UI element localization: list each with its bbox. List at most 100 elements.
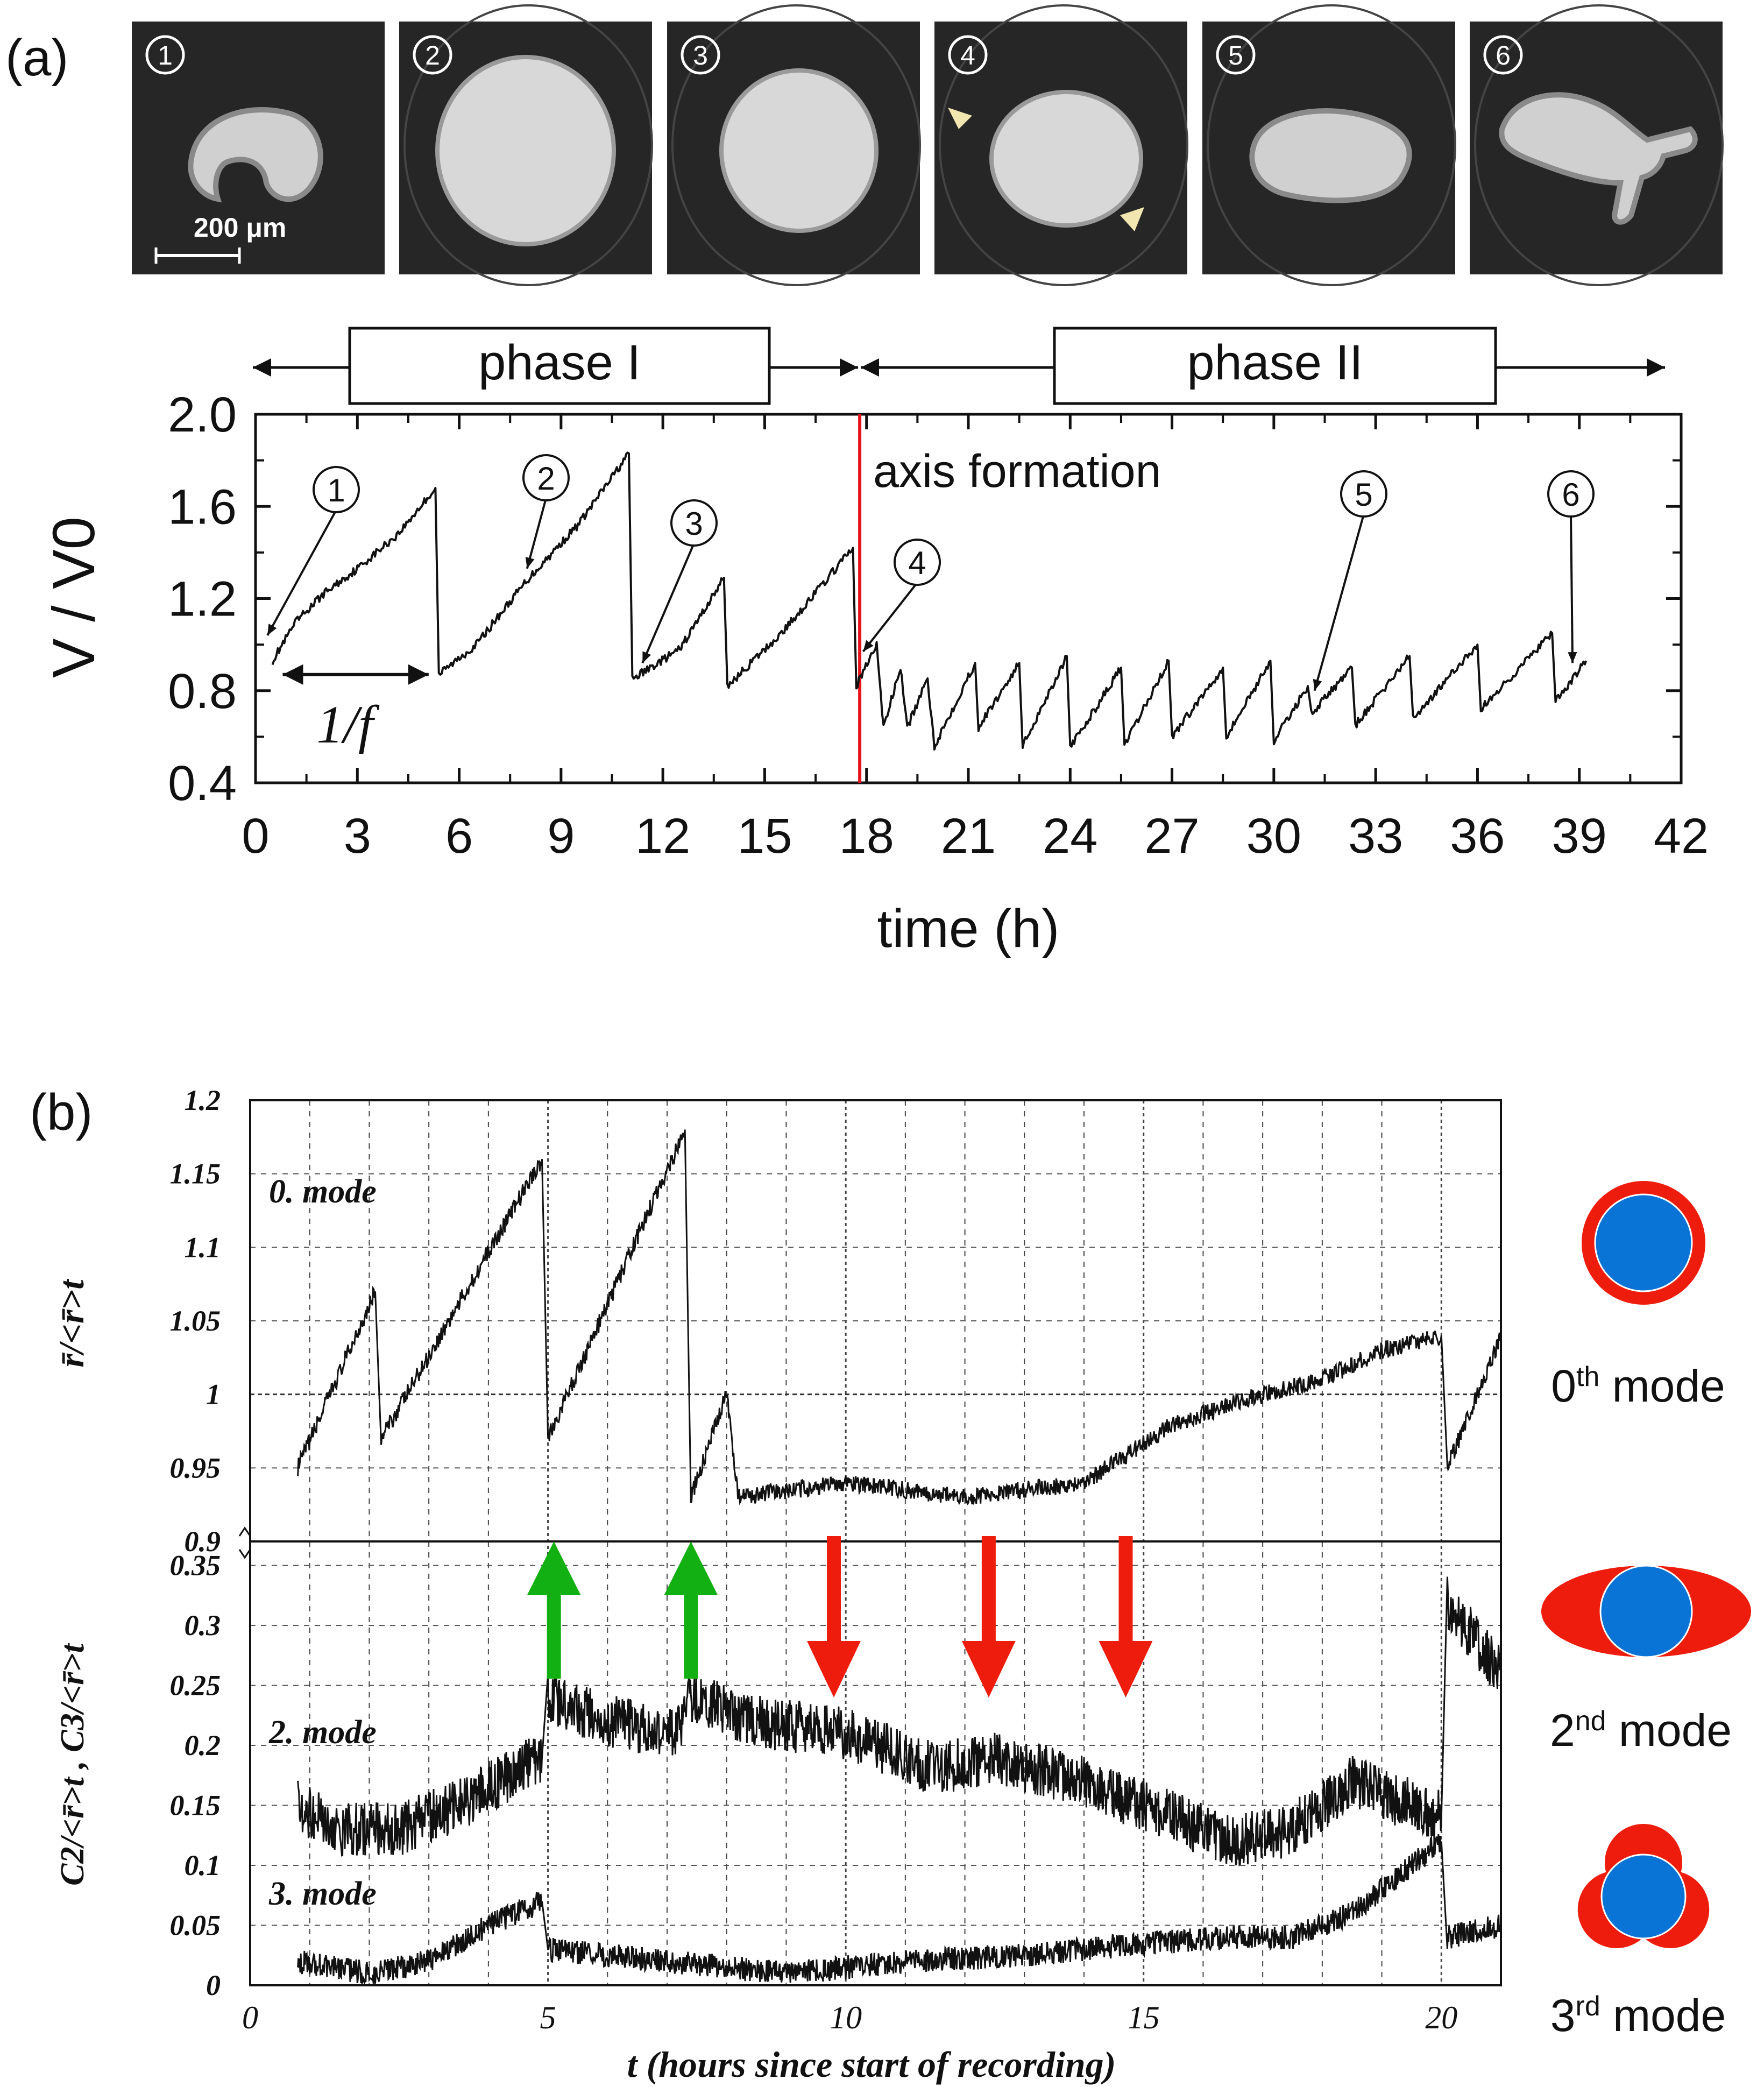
thumbnail-number-circle: [681, 35, 720, 75]
annotation-circle: [522, 454, 570, 501]
arrowhead: [840, 358, 858, 377]
y-tick-label-top: 0.9: [185, 1525, 221, 1558]
annotation-number: 2: [537, 461, 555, 497]
up-arrow-shaft: [684, 1593, 698, 1679]
x-tick-label: 36: [1450, 809, 1505, 864]
annotation-arrowhead: [863, 640, 874, 652]
tissue-sphere: [724, 73, 874, 229]
thumbnail-number: 6: [1496, 40, 1511, 70]
annotation-number: 3: [685, 506, 703, 542]
annotation-pointer: [862, 582, 918, 653]
x-tick-label: 30: [1246, 809, 1301, 864]
x-tick-label: 42: [1654, 809, 1709, 864]
y-axis-label-top: r̄/<r̄>t: [52, 1279, 91, 1368]
phase-bar: phase I phase II: [253, 327, 1665, 405]
arrowhead: [861, 358, 879, 377]
annotation-circle: [1340, 470, 1387, 518]
y-axis-label-bottom: C2/<r̄>t , C3/<r̄>t: [54, 1643, 91, 1885]
annotation-circle: [313, 466, 360, 513]
x-tick-label: 15: [737, 809, 792, 864]
annotation-arrowhead: [267, 624, 277, 635]
x-tick-label: 33: [1348, 809, 1403, 864]
y-tick-label: 0.4: [168, 756, 237, 811]
annotation-circle: [894, 539, 941, 586]
annotation-arrowhead: [1313, 678, 1322, 691]
annotation-pointer: [641, 543, 695, 664]
annotation-number: 1: [327, 472, 345, 508]
y-tick-label: 0.8: [168, 664, 237, 719]
dish-rim: [403, 4, 653, 286]
scale-bar-label: 200 μm: [194, 213, 286, 243]
arrowhead: [408, 664, 429, 685]
plot-frame: [249, 1099, 1502, 1986]
annotation-pointer: [1313, 514, 1365, 691]
mode-3-label: 3. mode: [268, 1876, 377, 1912]
thumbnail-number: 4: [960, 40, 975, 70]
annotation-pointer: [526, 498, 547, 569]
up-arrow-shaft: [547, 1593, 561, 1679]
thumbnail-6: 6: [1470, 4, 1724, 286]
thumbnail-2: 2: [399, 4, 653, 286]
tissue-shape: [188, 107, 323, 203]
thumbnail-number-circle: [1216, 35, 1256, 75]
y-tick-label: 1.6: [168, 479, 237, 534]
thumbnail-number-circle: [948, 35, 988, 75]
annotation-arrowhead: [642, 651, 651, 663]
down-arrow-shaft: [1118, 1536, 1133, 1644]
mode-2-series-line: [297, 1576, 1502, 1867]
thumbnail-5: 5: [1202, 4, 1456, 286]
thumbnail-strip: 1 200 μm 2 3 4 5 6: [132, 4, 1724, 286]
y-tick-label-top: 1.15: [170, 1158, 221, 1190]
thumbnail-1: 1 200 μm: [132, 22, 385, 274]
x-tick-label: 0: [242, 809, 269, 864]
thumbnail-number: 5: [1228, 40, 1243, 70]
y-axis-label: V / V0: [41, 517, 107, 678]
y-tick-label-top: 1.2: [185, 1084, 221, 1116]
mode-2-legend-label: 2nd mode: [1550, 1705, 1732, 1756]
thumbnail-number-circle: [1483, 35, 1523, 75]
down-arrow-shaft: [827, 1536, 841, 1644]
y-tick-label-bottom: 0.15: [170, 1789, 221, 1822]
annotation-number: 5: [1355, 477, 1372, 513]
y-tick-label-bottom: 0.35: [170, 1550, 221, 1582]
annotation-arrowhead: [1568, 652, 1577, 663]
mode-2-label: 2. mode: [268, 1714, 377, 1751]
x-tick-label: 21: [941, 809, 996, 864]
down-arrow-head: [807, 1641, 861, 1697]
panel-b-label: (b): [30, 1084, 93, 1141]
arrowhead: [1647, 358, 1665, 377]
up-arrow-head: [664, 1541, 718, 1595]
tissue-sphere: [440, 59, 612, 242]
thumbnail-number: 2: [425, 40, 440, 70]
panel-a-label: (a): [5, 29, 68, 87]
x-tick-label: 27: [1144, 809, 1199, 864]
mode-2-core: [1599, 1565, 1693, 1658]
annotation-pointer: [266, 510, 337, 636]
x-axis-label: t (hours since start of recording): [627, 2044, 1116, 2085]
x-tick-label: 6: [445, 809, 473, 864]
tissue-shape: [1249, 108, 1412, 203]
thumbnail-4: 4: [934, 4, 1188, 286]
y-tick-label: 1.2: [168, 572, 237, 627]
x-tick-label: 24: [1043, 809, 1097, 864]
dish-rim: [1207, 4, 1456, 286]
mode-0-series-line: [297, 1129, 1502, 1505]
phase-i-box: [348, 327, 771, 405]
dish-rim: [671, 4, 921, 286]
y-tick-label-bottom: 0.1: [185, 1849, 221, 1881]
axis-break-mark: [238, 1526, 251, 1537]
annotation-arrowhead: [525, 557, 535, 569]
mode-3-core: [1600, 1853, 1687, 1940]
thumbnail-3: 3: [667, 4, 921, 286]
down-arrow-shaft: [981, 1536, 996, 1644]
annotation-number: 4: [908, 545, 926, 581]
dish-rim: [1474, 4, 1724, 286]
period-label: 1/f: [316, 695, 380, 754]
x-tick-label: 15: [1128, 2000, 1160, 2035]
mode-3-legend-label: 3rd mode: [1550, 1990, 1726, 2041]
mode-legend: 0th mode 2nd mode 3rd mode: [1541, 1181, 1751, 2041]
x-tick-label: 3: [344, 809, 371, 864]
y-tick-label-bottom: 0.2: [185, 1729, 221, 1761]
arrowhead: [282, 664, 303, 685]
